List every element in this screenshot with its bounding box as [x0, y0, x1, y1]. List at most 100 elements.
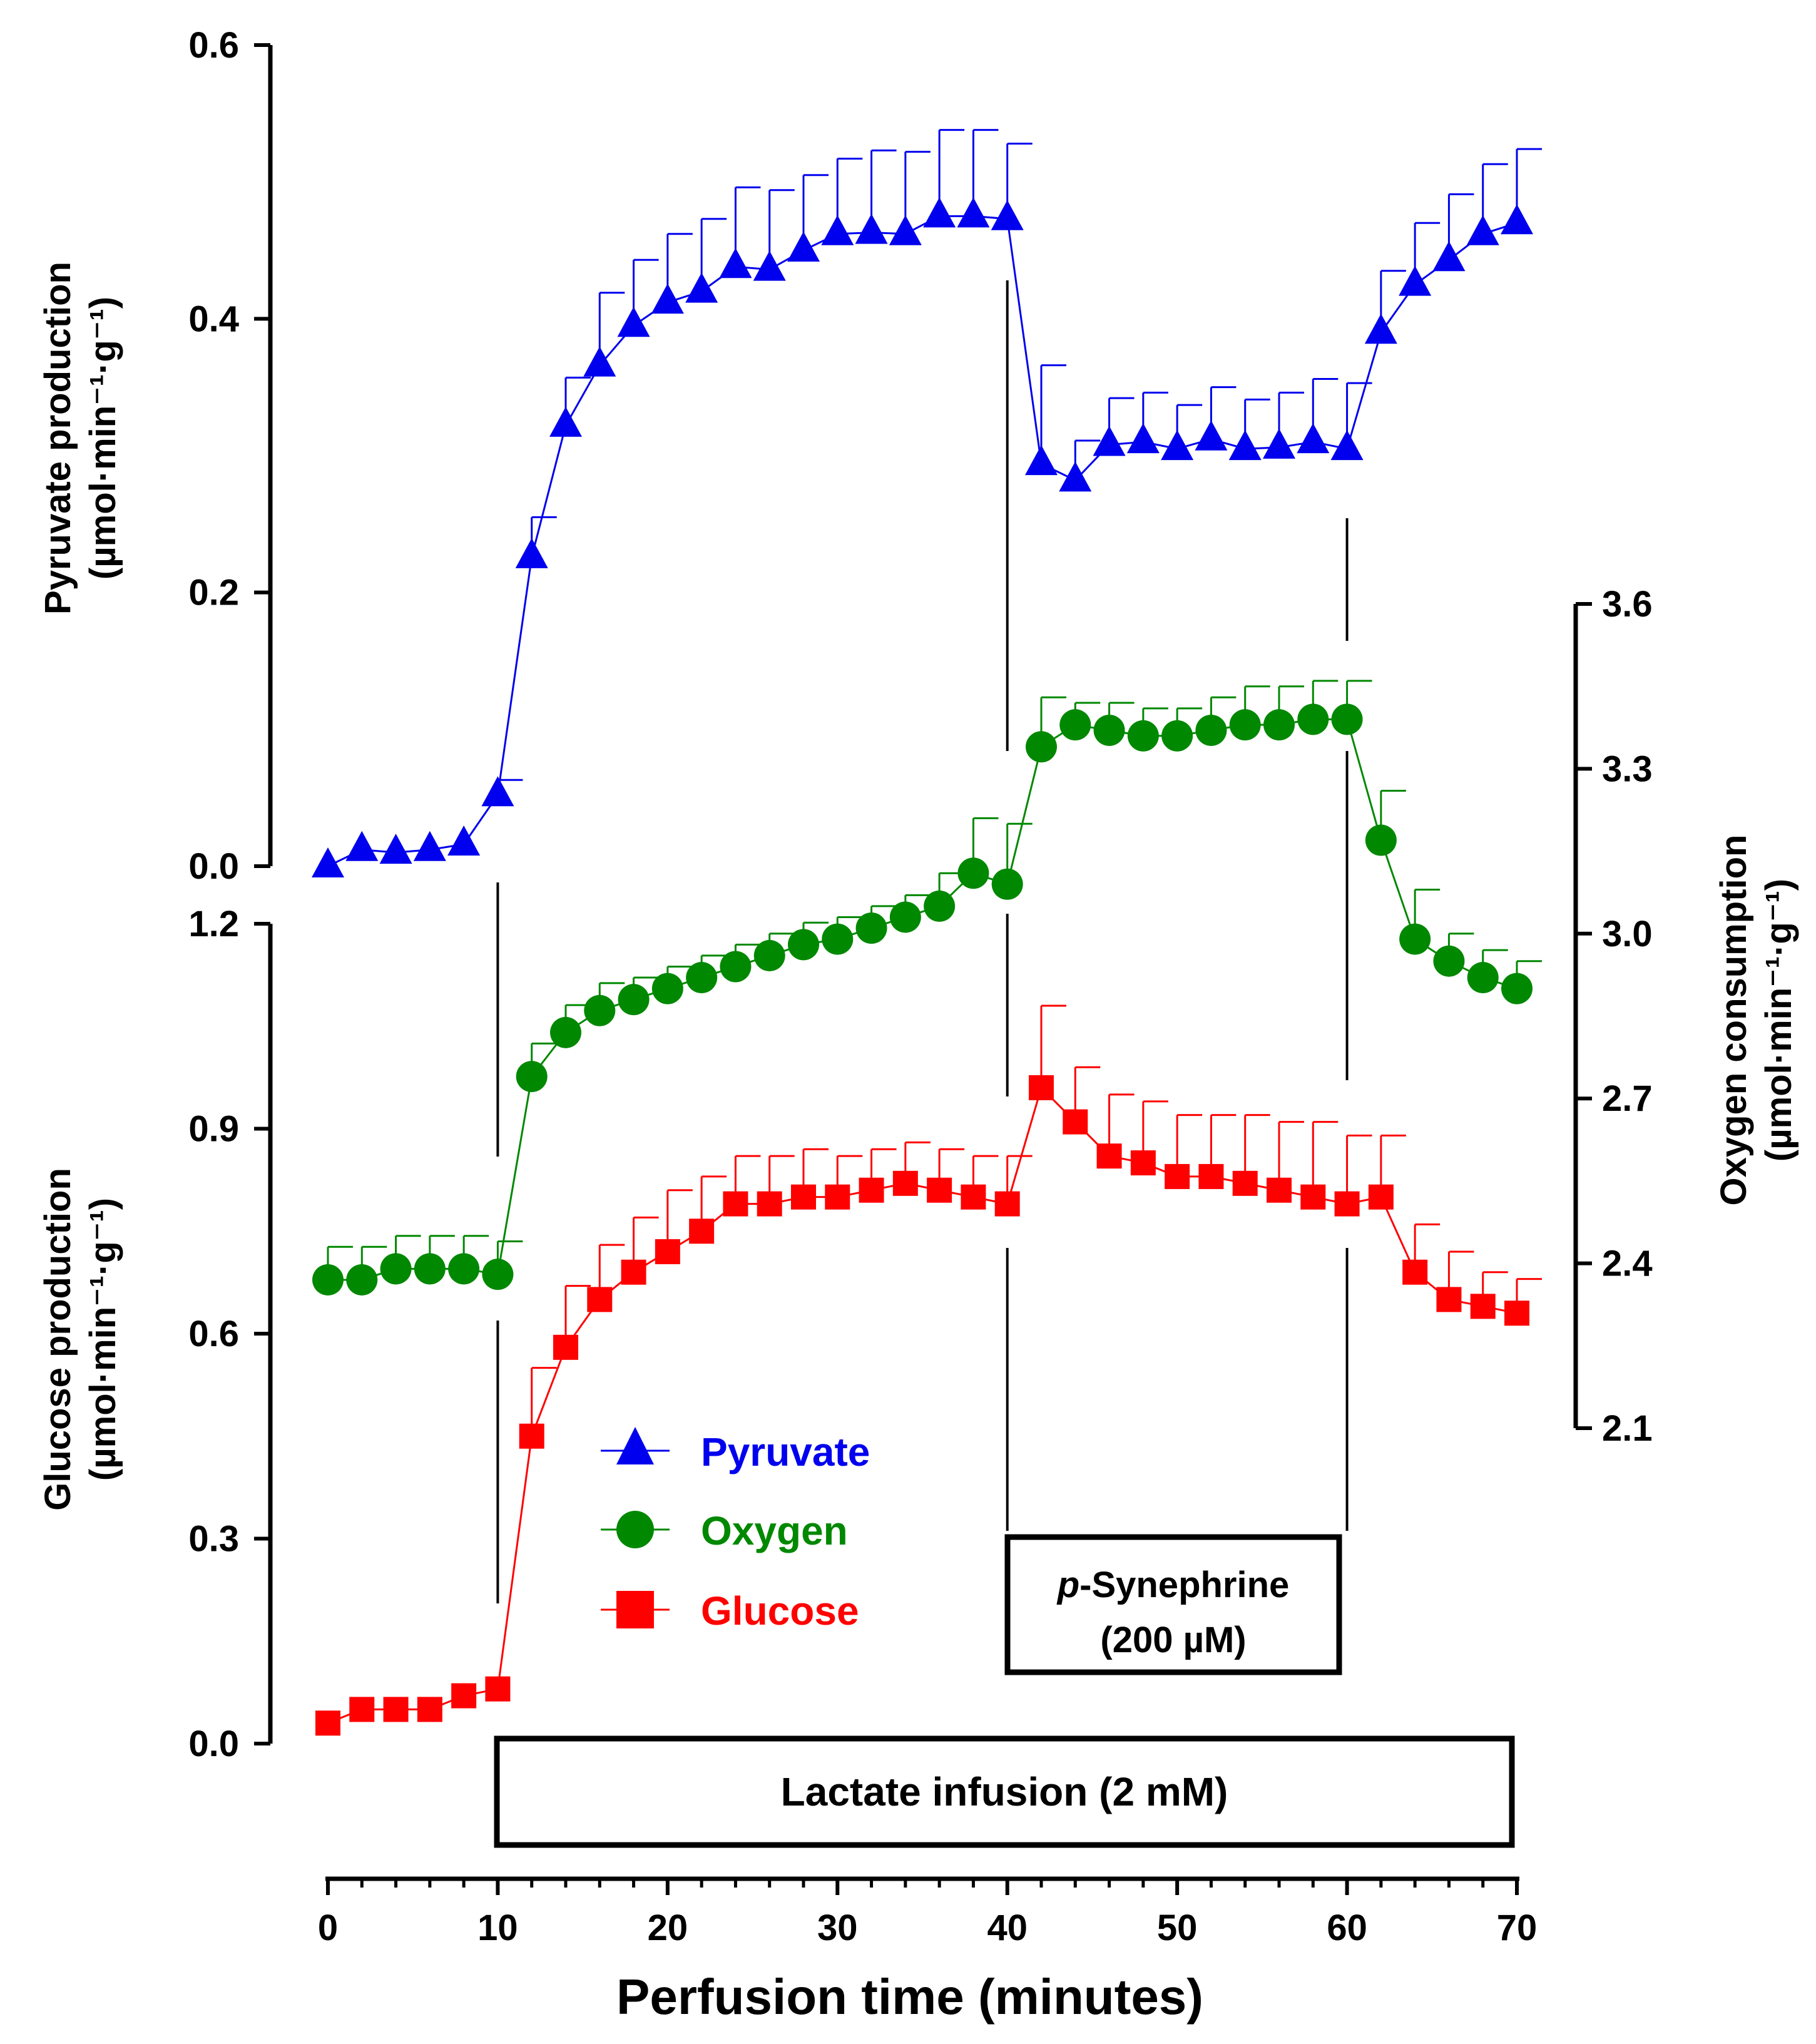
- pyruvate-point: [1195, 420, 1228, 451]
- series-glucose: [315, 1004, 1542, 1736]
- oxygen-point: [516, 1061, 548, 1093]
- glucose-point: [1063, 1109, 1088, 1135]
- pyruvate-point: [855, 213, 888, 244]
- legend-glucose-marker: [616, 1591, 654, 1628]
- x-tick-label: 0: [318, 1908, 338, 1948]
- pyruvate-point: [617, 307, 650, 337]
- glucose-point: [417, 1697, 442, 1722]
- oxygen-point: [991, 868, 1023, 900]
- oxygen-point: [1297, 703, 1329, 735]
- synephrine-name: -Synephrine: [1079, 1565, 1289, 1605]
- pyruvate-point: [549, 406, 582, 437]
- pyruvate-point: [312, 847, 344, 877]
- pyruvate-point: [719, 248, 752, 278]
- right-y-axis-title-line2: (µmol·min⁻¹·g⁻¹): [1758, 879, 1799, 1162]
- oxygen-point: [686, 962, 718, 994]
- glucose-point: [892, 1170, 918, 1196]
- pyruvate-point: [413, 830, 446, 861]
- pyruvate-point: [889, 215, 922, 245]
- glucose-point: [1402, 1259, 1428, 1285]
- oxygen-point: [1433, 945, 1465, 977]
- right-y-tick-label: 2.4: [1602, 1244, 1653, 1284]
- pyruvate-point: [1093, 426, 1126, 456]
- top-y-axis-title: Pyruvate production (µmol·min⁻¹·g⁻¹): [38, 262, 123, 615]
- oxygen-point: [380, 1253, 412, 1285]
- x-tick-label: 30: [817, 1908, 858, 1948]
- oxygen-point: [584, 994, 616, 1026]
- pyruvate-point: [787, 232, 820, 262]
- pyruvate-point: [1161, 430, 1194, 461]
- oxygen-point: [855, 912, 887, 944]
- oxygen-point: [1501, 973, 1533, 1004]
- legend-oxygen-marker: [616, 1511, 654, 1548]
- oxygen-point: [448, 1253, 480, 1285]
- right-y-tick-label: 3.0: [1602, 914, 1653, 954]
- pyruvate-point: [821, 215, 854, 245]
- bottom-y-tick-label: 0.9: [188, 1109, 239, 1150]
- pyruvate-point: [1059, 461, 1092, 492]
- glucose-point: [451, 1683, 477, 1709]
- pyruvate-point: [957, 197, 990, 228]
- oxygen-point: [1161, 720, 1193, 752]
- right-y-tick-label: 3.3: [1602, 749, 1653, 789]
- pyruvate-point: [1126, 423, 1160, 454]
- synephrine-box: [1004, 1534, 1342, 1675]
- x-tick-label: 10: [477, 1908, 518, 1948]
- pyruvate-point: [1432, 241, 1466, 272]
- pyruvate-point: [685, 272, 718, 303]
- oxygen-point: [312, 1264, 344, 1295]
- pyruvate-line: [327, 215, 1518, 867]
- lactate-label: Lactate infusion (2 mM): [781, 1769, 1228, 1814]
- pyruvate-point: [481, 776, 514, 807]
- legend-entry-pyruvate: Pyruvate: [601, 1427, 870, 1474]
- x-tick-label: 50: [1157, 1908, 1198, 1948]
- series-layer: [312, 129, 1542, 1736]
- x-tick-label: 70: [1497, 1908, 1538, 1948]
- right-y-axis-title-line1: Oxygen consumption: [1713, 835, 1754, 1206]
- glucose-point: [689, 1219, 715, 1244]
- lactate-box: [494, 1735, 1515, 1848]
- series-pyruvate: [312, 129, 1542, 877]
- pyruvate-point: [1466, 215, 1499, 245]
- oxygen-point: [788, 929, 819, 961]
- oxygen-point: [957, 857, 989, 889]
- x-tick-label: 40: [987, 1908, 1028, 1948]
- oxygen-point: [1331, 703, 1363, 735]
- pyruvate-point: [1263, 428, 1295, 459]
- oxygen-point: [753, 939, 785, 971]
- oxygen-point: [822, 923, 854, 955]
- pyruvate-point: [515, 538, 548, 568]
- bottom-y-tick-label: 1.2: [188, 904, 239, 944]
- legend-entry-glucose: Glucose: [601, 1588, 859, 1633]
- axes: 0 10 20 30 40 50 60 70 0.0 0.2 0.4 0.6 0.0 0.3 0.6 0.9 1…: [188, 25, 1652, 1948]
- bottom-y-tick-label: 0.6: [188, 1314, 239, 1354]
- glucose-point: [961, 1184, 986, 1210]
- glucose-point: [1334, 1191, 1360, 1217]
- pyruvate-point: [923, 197, 956, 228]
- synephrine-italic-prefix: p: [1056, 1565, 1079, 1605]
- glucose-point: [349, 1697, 375, 1722]
- glucose-point: [1504, 1300, 1529, 1326]
- oxygen-point: [1093, 714, 1125, 746]
- glucose-point: [757, 1191, 782, 1217]
- oxygen-point: [1229, 709, 1261, 741]
- bottom-y-axis-title-line1: Glucose production: [38, 1168, 78, 1511]
- pyruvate-point: [1025, 445, 1058, 476]
- glucose-point: [1198, 1163, 1224, 1189]
- glucose-point: [1232, 1170, 1258, 1196]
- series-oxygen: [312, 680, 1542, 1295]
- pyruvate-point: [1399, 265, 1432, 296]
- oxygen-point: [1195, 714, 1227, 746]
- legend-pyruvate-label: Pyruvate: [701, 1429, 870, 1474]
- top-y-axis-title-line1: Pyruvate production: [38, 262, 78, 615]
- pyruvate-point: [1228, 430, 1262, 461]
- glucose-point: [1267, 1177, 1292, 1203]
- glucose-point: [519, 1423, 544, 1449]
- glucose-point: [791, 1184, 816, 1210]
- bottom-y-tick-label: 0.3: [188, 1519, 239, 1560]
- oxygen-point: [414, 1253, 446, 1285]
- glucose-point: [859, 1177, 884, 1203]
- oxygen-point: [1026, 731, 1057, 763]
- pyruvate-point: [991, 200, 1024, 230]
